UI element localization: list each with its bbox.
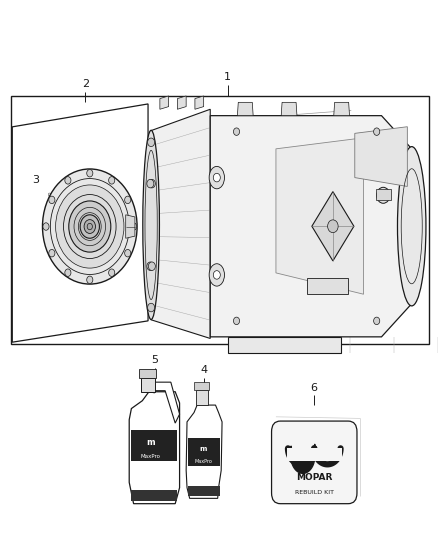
Circle shape <box>213 173 220 182</box>
Text: MOPAR: MOPAR <box>296 473 332 482</box>
Bar <box>188 438 220 466</box>
Circle shape <box>109 176 115 184</box>
Bar <box>188 486 220 496</box>
Bar <box>194 382 209 390</box>
Polygon shape <box>210 116 412 337</box>
Polygon shape <box>177 96 186 109</box>
Bar <box>287 448 342 461</box>
Circle shape <box>65 176 71 184</box>
Circle shape <box>233 317 240 325</box>
Circle shape <box>377 187 390 203</box>
Polygon shape <box>126 215 135 238</box>
Polygon shape <box>312 191 354 261</box>
Circle shape <box>233 128 240 135</box>
Circle shape <box>320 439 335 458</box>
Circle shape <box>56 185 124 268</box>
Polygon shape <box>129 392 180 504</box>
Circle shape <box>87 223 92 230</box>
Circle shape <box>49 196 55 204</box>
Ellipse shape <box>209 166 224 189</box>
Text: 3: 3 <box>32 175 39 184</box>
Ellipse shape <box>397 147 426 306</box>
Bar <box>141 378 155 392</box>
Circle shape <box>125 196 131 204</box>
Polygon shape <box>186 405 222 498</box>
Circle shape <box>148 262 155 271</box>
Text: 1: 1 <box>224 72 231 82</box>
Ellipse shape <box>143 131 159 320</box>
Ellipse shape <box>209 264 224 286</box>
Circle shape <box>80 215 99 238</box>
Text: MaxPro: MaxPro <box>140 454 160 459</box>
Polygon shape <box>12 104 148 342</box>
Circle shape <box>42 169 137 284</box>
Text: m: m <box>146 438 155 447</box>
Text: 6: 6 <box>311 383 318 393</box>
Polygon shape <box>160 96 169 109</box>
Polygon shape <box>237 102 253 116</box>
Text: MaxPro: MaxPro <box>194 459 212 464</box>
Text: m: m <box>199 446 207 452</box>
Circle shape <box>374 128 380 135</box>
Bar <box>196 390 208 405</box>
Polygon shape <box>281 102 297 116</box>
Circle shape <box>109 269 115 277</box>
Circle shape <box>148 303 155 312</box>
Polygon shape <box>276 138 364 294</box>
Circle shape <box>49 249 55 257</box>
Text: REBUILD KIT: REBUILD KIT <box>295 490 334 495</box>
Text: 2: 2 <box>82 79 89 88</box>
Circle shape <box>87 169 93 177</box>
Circle shape <box>374 317 380 325</box>
Polygon shape <box>149 382 180 423</box>
Polygon shape <box>334 102 350 116</box>
Circle shape <box>213 271 220 279</box>
Bar <box>307 278 348 294</box>
Polygon shape <box>228 337 341 353</box>
Text: 4: 4 <box>201 366 208 375</box>
Circle shape <box>125 249 131 257</box>
Polygon shape <box>151 109 210 338</box>
Bar <box>131 490 177 501</box>
Bar <box>376 189 391 200</box>
Polygon shape <box>355 127 407 187</box>
FancyBboxPatch shape <box>272 421 357 504</box>
Text: 5: 5 <box>151 355 158 365</box>
Circle shape <box>69 201 111 252</box>
Bar <box>11 96 429 344</box>
Circle shape <box>147 262 154 271</box>
Circle shape <box>147 179 154 188</box>
Circle shape <box>65 269 71 277</box>
Bar <box>139 369 156 378</box>
Bar <box>131 430 177 461</box>
Circle shape <box>84 220 95 233</box>
Circle shape <box>328 220 338 232</box>
Circle shape <box>148 179 155 188</box>
Polygon shape <box>195 96 204 109</box>
Circle shape <box>148 138 155 147</box>
Circle shape <box>87 276 93 284</box>
Circle shape <box>131 223 137 230</box>
Circle shape <box>43 223 49 230</box>
Circle shape <box>293 439 309 458</box>
